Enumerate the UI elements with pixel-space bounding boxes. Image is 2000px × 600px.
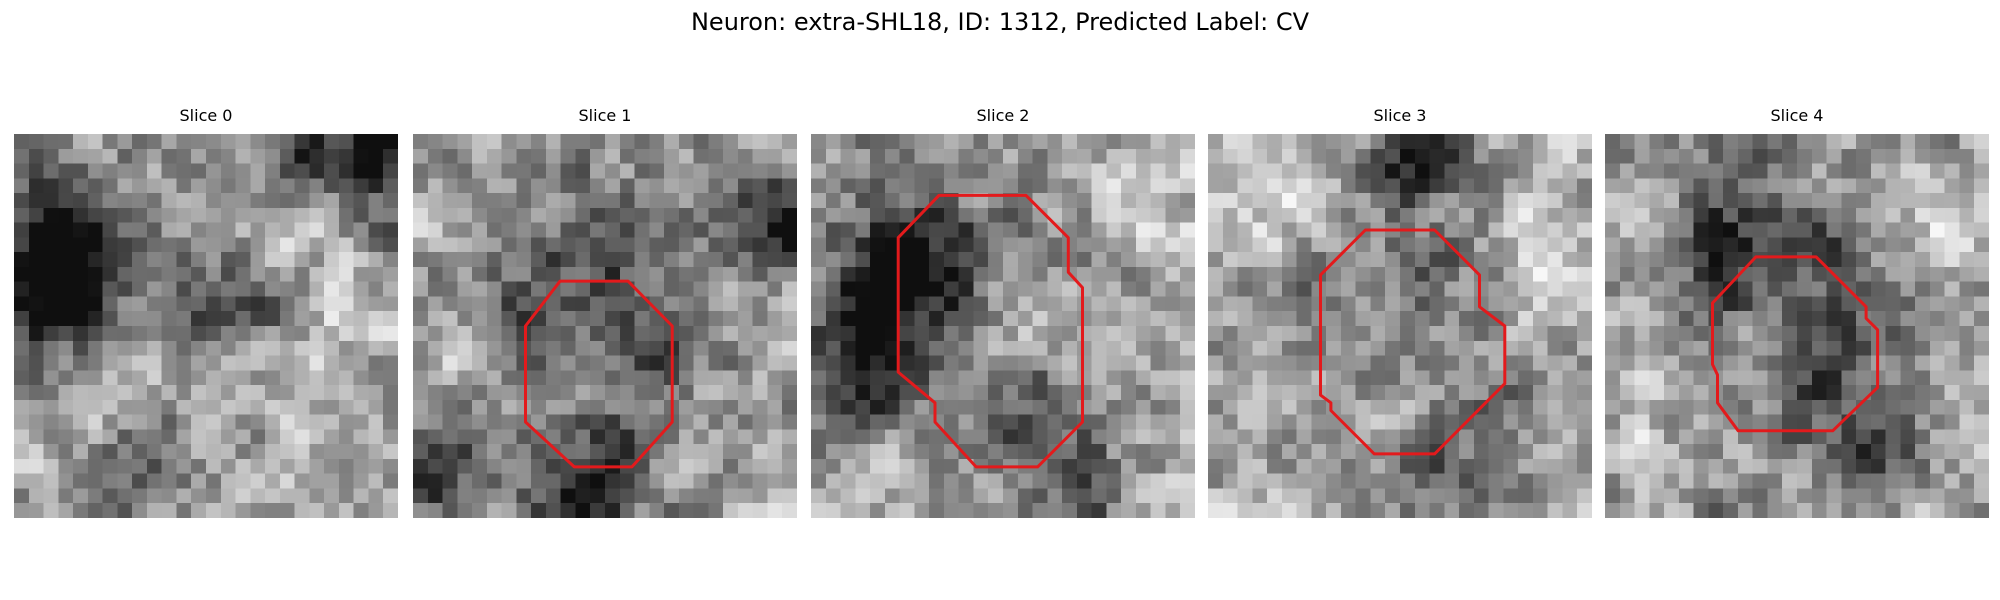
- slice-title-0: Slice 0: [179, 106, 233, 125]
- slice-pixels: [14, 134, 398, 518]
- slice-panel-3: Slice 3: [1208, 104, 1592, 518]
- segmentation-contour: [1319, 228, 1507, 456]
- slice-pixels: [1605, 134, 1989, 518]
- slice-title-2: Slice 2: [976, 106, 1030, 125]
- slice-pixels: [1208, 134, 1592, 518]
- slice-panel-0: Slice 0: [14, 104, 398, 518]
- segmentation-contour: [896, 193, 1084, 469]
- figure-title: Neuron: extra-SHL18, ID: 1312, Predicted…: [690, 8, 1310, 36]
- slice-image-4: [1605, 134, 1989, 518]
- slice-image-0: [14, 134, 398, 518]
- slice-pixels: [811, 134, 1195, 518]
- segmentation-contour: [1711, 255, 1880, 433]
- slice-panel-1: Slice 1: [413, 104, 797, 518]
- slice-image-3: [1208, 134, 1592, 518]
- slice-title-4: Slice 4: [1770, 106, 1824, 125]
- slice-panel-2: Slice 2: [811, 104, 1195, 518]
- segmentation-contour: [524, 279, 674, 469]
- slice-image-2: [811, 134, 1195, 518]
- slice-image-1: [413, 134, 797, 518]
- slice-title-1: Slice 1: [578, 106, 632, 125]
- slice-title-3: Slice 3: [1373, 106, 1427, 125]
- slice-pixels: [413, 134, 797, 518]
- slice-panel-4: Slice 4: [1605, 104, 1989, 518]
